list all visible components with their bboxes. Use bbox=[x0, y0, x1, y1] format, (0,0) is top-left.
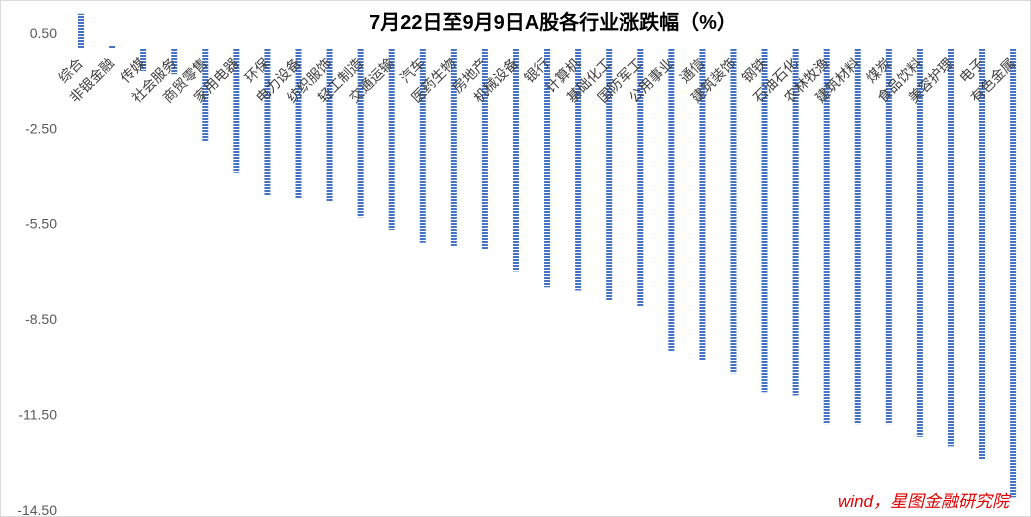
bar-28 bbox=[916, 48, 923, 437]
bar-19 bbox=[637, 48, 644, 307]
bar-18 bbox=[606, 48, 613, 301]
bars bbox=[78, 13, 1017, 498]
bar-25 bbox=[823, 48, 830, 425]
bar-1 bbox=[78, 13, 84, 49]
y-tick-label: -2.50 bbox=[25, 120, 57, 136]
y-tick-label: -11.50 bbox=[18, 407, 57, 423]
bar-2 bbox=[109, 45, 116, 49]
bar-12 bbox=[419, 48, 426, 243]
bar-17 bbox=[575, 48, 582, 291]
bar-4 bbox=[171, 48, 178, 75]
y-tick-label: -14.50 bbox=[17, 502, 57, 516]
chart-title: 7月22日至9月9日A股各行业涨跌幅（%） bbox=[369, 10, 737, 34]
y-tick-label: 0.50 bbox=[30, 25, 57, 41]
bar-11 bbox=[388, 48, 395, 231]
bar-7 bbox=[264, 48, 271, 196]
bar-5 bbox=[202, 48, 209, 141]
bar-26 bbox=[854, 48, 861, 425]
bar-15 bbox=[512, 48, 519, 272]
bar-8 bbox=[295, 48, 302, 199]
y-tick-label: -5.50 bbox=[25, 216, 57, 232]
bar-21 bbox=[699, 48, 706, 361]
bar-23 bbox=[761, 48, 768, 393]
bar-10 bbox=[357, 48, 364, 218]
bar-30 bbox=[979, 48, 986, 460]
bar-14 bbox=[481, 48, 488, 250]
bar-24 bbox=[792, 48, 799, 396]
bar-6 bbox=[233, 48, 240, 173]
bar-20 bbox=[668, 48, 675, 351]
y-tick-label: -8.50 bbox=[25, 311, 57, 327]
bar-22 bbox=[730, 48, 737, 374]
bar-27 bbox=[885, 48, 892, 425]
bar-29 bbox=[947, 48, 954, 447]
bar-3 bbox=[140, 48, 147, 71]
bar-31 bbox=[1010, 48, 1017, 498]
bar-16 bbox=[544, 48, 551, 288]
source-note: wind，星图金融研究院 bbox=[838, 492, 1012, 511]
bar-13 bbox=[450, 48, 457, 246]
y-axis-labels: 0.50 -2.50 -5.50 -8.50 -11.50 -14.50 bbox=[17, 25, 57, 516]
bar-9 bbox=[326, 48, 333, 202]
